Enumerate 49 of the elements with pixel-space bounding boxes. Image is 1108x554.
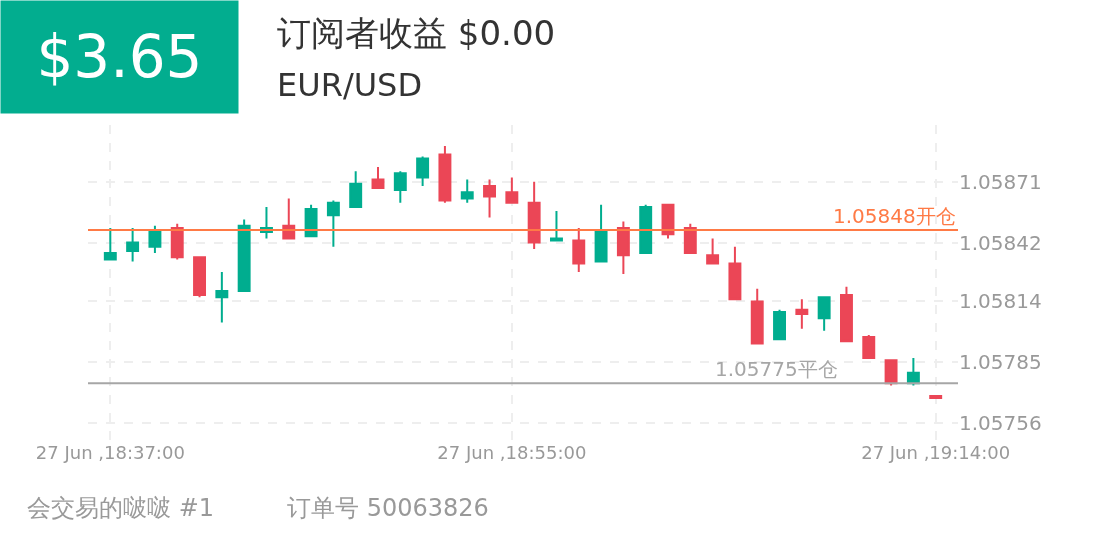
y-tick-label: 1.05814	[959, 289, 1042, 314]
candlestick	[438, 145, 452, 204]
candlestick	[505, 176, 519, 204]
ref-line-label: 1.05775平仓	[715, 357, 838, 381]
candlestick	[527, 180, 541, 250]
candlestick	[728, 245, 742, 301]
candlestick	[282, 197, 296, 240]
x-tick-label: 27 Jun ,19:14:00	[861, 442, 1011, 463]
candlestick	[193, 256, 206, 299]
candlestick	[683, 222, 697, 255]
x-tick-label: 27 Jun ,18:37:00	[35, 442, 185, 463]
candlestick	[795, 298, 809, 330]
candlestick	[862, 334, 876, 360]
candlestick	[706, 237, 720, 265]
candlestick	[326, 199, 340, 248]
candlestick	[817, 296, 831, 332]
candlestick	[550, 210, 563, 242]
candlestick	[750, 287, 764, 345]
x-tick-label: 27 Jun ,18:55:00	[437, 442, 587, 463]
candlestick	[170, 222, 184, 261]
candlestick	[349, 170, 363, 208]
candlestick	[639, 203, 653, 255]
candlestick	[616, 220, 630, 276]
text: 会交易的啵啵 #1	[27, 494, 215, 522]
candlestick	[126, 226, 140, 263]
candlestick	[103, 226, 117, 261]
candlestick	[304, 203, 318, 238]
y-tick-label: 1.05756	[959, 411, 1042, 436]
y-tick-label: 1.05785	[959, 350, 1042, 375]
candlestick	[393, 170, 407, 204]
y-tick-label: 1.05842	[959, 230, 1042, 255]
candlestick	[416, 155, 430, 187]
chart-subtitle: EUR/USD	[277, 66, 423, 104]
candlestick	[773, 308, 786, 341]
candlestick	[594, 203, 608, 263]
candlestick	[483, 178, 496, 219]
text: $3.65	[36, 23, 203, 91]
candlestick	[237, 218, 251, 292]
candlestick	[371, 166, 385, 189]
candlestick	[148, 224, 162, 255]
candlestick	[572, 226, 586, 273]
text: 订单号 50063826	[287, 494, 489, 522]
candlestick	[215, 271, 229, 324]
candlestick	[460, 178, 474, 204]
chart-title: 订阅者收益 $0.00	[277, 13, 556, 53]
candlestick	[884, 359, 898, 387]
y-tick-label: 1.05871	[959, 169, 1042, 194]
ref-line-label: 1.05848开仓	[833, 204, 956, 228]
candlestick	[840, 285, 853, 343]
